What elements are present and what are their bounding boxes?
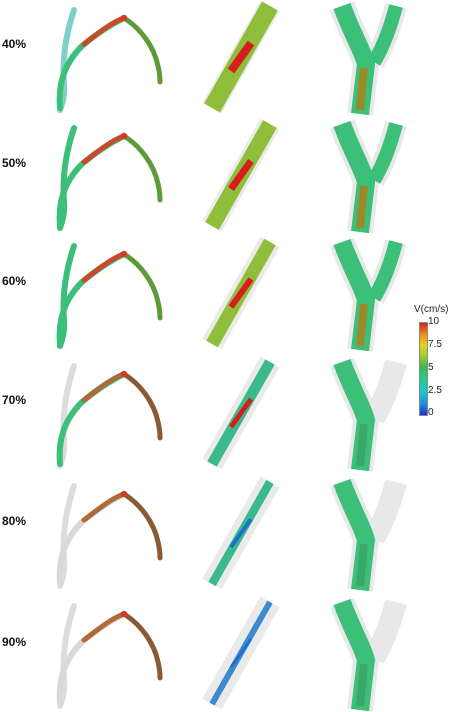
tree-60-stenosis-segment <box>81 251 127 283</box>
stenosis-50-jet <box>228 158 254 192</box>
tree-70-inlet-marker <box>120 370 128 378</box>
tree-90-stenosis-segment <box>81 611 127 643</box>
tree-80-stenosis-segment <box>81 491 127 523</box>
tree-80-distal-arc <box>121 491 163 561</box>
tree-40-distal-arc <box>121 15 163 85</box>
bifurcation-70-flow-main <box>333 358 376 472</box>
bifurcation-60-flow-core <box>356 303 368 347</box>
row-label-40: 40% <box>2 37 27 51</box>
tree-40-inlet-marker <box>120 14 128 22</box>
bifurcation-80-wall-right <box>364 479 407 544</box>
tree-70-stenosis-segment <box>81 371 127 403</box>
bifurcation-60-flow-main <box>333 238 376 352</box>
row-label-80: 80% <box>2 514 27 528</box>
stenosis-70-jet <box>229 397 253 429</box>
stenosis-90-jet <box>229 638 253 668</box>
row-label-70: 70% <box>2 393 27 407</box>
stenosis-60-jet <box>228 277 254 309</box>
bifurcation-60-flow-branch <box>367 240 403 302</box>
tree-50-inlet-marker <box>120 132 128 140</box>
bifurcation-40-flow-core <box>356 67 368 111</box>
tree-40-stenosis-segment <box>81 15 127 47</box>
stenosis-40-jet <box>227 40 255 74</box>
tree-70-distal-arc <box>121 371 163 441</box>
bifurcation-70-wall-right <box>364 359 407 424</box>
bifurcation-50-flow-core <box>356 185 368 229</box>
colorbar-tick-2-5: 2.5 <box>428 385 442 396</box>
colorbar-tick-7-5: 7.5 <box>428 339 442 350</box>
row-label-60: 60% <box>2 274 27 288</box>
bifurcation-90-wall-right <box>364 599 407 664</box>
bifurcation-40-flow-branch <box>367 4 403 66</box>
row-label-90: 90% <box>2 635 27 649</box>
bifurcation-50-flow-branch <box>367 122 403 184</box>
tree-50-stenosis-segment <box>81 133 127 165</box>
colorbar <box>419 322 428 416</box>
bifurcation-80-flow-core <box>356 543 368 587</box>
colorbar-tick-5: 5 <box>428 362 434 373</box>
tree-50-distal-arc <box>121 133 163 203</box>
colorbar-title: V(cm/s) <box>414 304 449 315</box>
tree-80-inlet-marker <box>120 490 128 498</box>
colorbar-tick-10: 10 <box>428 316 440 327</box>
bifurcation-70-flow-core <box>356 423 368 467</box>
bifurcation-40-flow-main <box>333 2 376 116</box>
tree-90-inlet-marker <box>120 610 128 618</box>
row-label-50: 50% <box>2 156 27 170</box>
colorbar-tick-0: 0 <box>428 407 434 418</box>
tree-90-distal-arc <box>121 611 163 681</box>
bifurcation-50-flow-main <box>333 120 376 234</box>
bifurcation-90-flow-core <box>356 663 368 707</box>
stenosis-80-jet <box>229 517 253 549</box>
tree-60-inlet-marker <box>120 250 128 258</box>
bifurcation-80-flow-main <box>333 478 376 592</box>
tree-60-distal-arc <box>121 251 163 321</box>
bifurcation-90-flow-main <box>333 598 376 712</box>
